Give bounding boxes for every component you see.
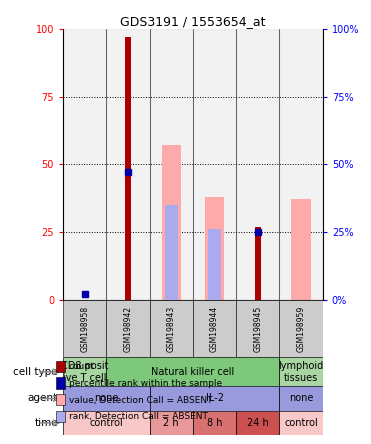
Text: GSM198945: GSM198945 bbox=[253, 305, 262, 352]
Bar bbox=[193, 411, 236, 435]
Text: IL-2: IL-2 bbox=[206, 393, 224, 404]
Text: CD8 posit
ive T cell: CD8 posit ive T cell bbox=[61, 361, 108, 383]
Bar bbox=[161, 145, 181, 300]
Bar bbox=[236, 300, 279, 357]
Bar bbox=[255, 226, 261, 300]
Bar bbox=[236, 29, 279, 300]
Bar bbox=[279, 300, 323, 357]
Text: GSM198944: GSM198944 bbox=[210, 305, 219, 352]
Bar bbox=[205, 197, 224, 300]
Text: cell type: cell type bbox=[13, 367, 58, 377]
Bar bbox=[106, 300, 150, 357]
Text: GSM198959: GSM198959 bbox=[297, 305, 306, 352]
Text: percentile rank within the sample: percentile rank within the sample bbox=[69, 379, 222, 388]
Bar bbox=[208, 229, 221, 300]
Bar bbox=[63, 357, 106, 386]
Bar bbox=[150, 300, 193, 357]
Text: agent: agent bbox=[28, 393, 58, 404]
Bar bbox=[279, 357, 323, 386]
Bar bbox=[193, 29, 236, 300]
Text: Natural killer cell: Natural killer cell bbox=[151, 367, 234, 377]
Bar bbox=[106, 29, 150, 300]
Text: count: count bbox=[69, 362, 94, 371]
Bar bbox=[279, 29, 323, 300]
Text: rank, Detection Call = ABSENT: rank, Detection Call = ABSENT bbox=[69, 412, 207, 421]
Text: GSM198958: GSM198958 bbox=[80, 305, 89, 352]
Bar bbox=[150, 29, 193, 300]
Text: control: control bbox=[284, 418, 318, 428]
Text: 24 h: 24 h bbox=[247, 418, 269, 428]
Text: GSM198943: GSM198943 bbox=[167, 305, 176, 352]
Bar bbox=[63, 411, 150, 435]
Bar bbox=[291, 199, 311, 300]
Bar bbox=[63, 29, 106, 300]
Bar bbox=[63, 386, 150, 411]
Bar bbox=[193, 300, 236, 357]
Text: GSM198942: GSM198942 bbox=[124, 305, 132, 352]
Text: none: none bbox=[94, 393, 119, 404]
Bar bbox=[150, 411, 193, 435]
Text: lymphoid
tissues: lymphoid tissues bbox=[279, 361, 324, 383]
Text: value, Detection Call = ABSENT: value, Detection Call = ABSENT bbox=[69, 396, 212, 404]
Bar bbox=[106, 357, 279, 386]
Text: control: control bbox=[89, 418, 123, 428]
Bar bbox=[125, 37, 131, 300]
Bar bbox=[279, 386, 323, 411]
Text: time: time bbox=[34, 418, 58, 428]
Text: none: none bbox=[289, 393, 313, 404]
Bar bbox=[165, 205, 178, 300]
Bar bbox=[279, 411, 323, 435]
Text: 2 h: 2 h bbox=[164, 418, 179, 428]
Bar bbox=[236, 411, 279, 435]
Title: GDS3191 / 1553654_at: GDS3191 / 1553654_at bbox=[120, 15, 266, 28]
Text: 8 h: 8 h bbox=[207, 418, 222, 428]
Bar bbox=[63, 300, 106, 357]
Bar bbox=[150, 386, 279, 411]
